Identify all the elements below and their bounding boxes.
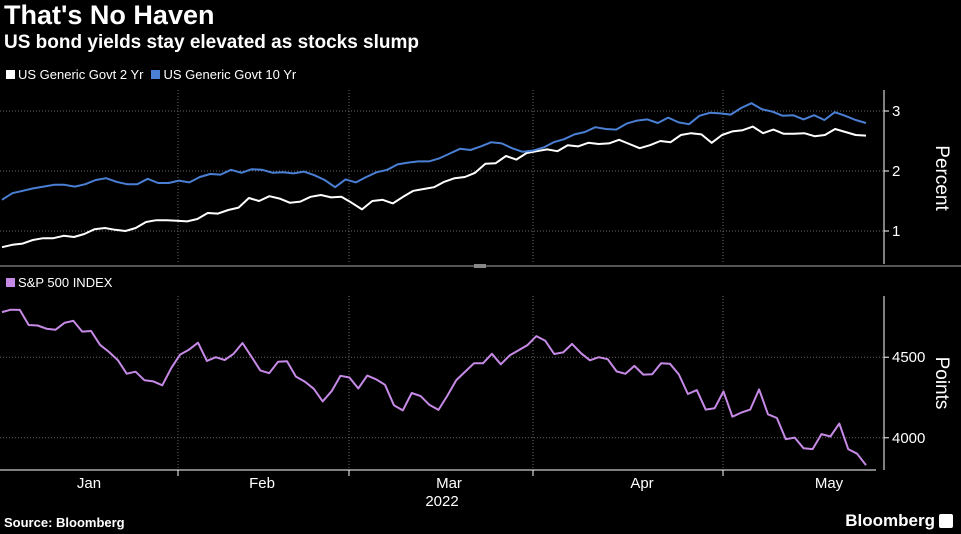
index-legend: S&P 500 INDEX bbox=[6, 275, 120, 290]
source-note: Source: Bloomberg bbox=[4, 515, 125, 530]
bloomberg-terminal-icon bbox=[939, 514, 953, 528]
legend-item-10yr: US Generic Govt 10 Yr bbox=[151, 67, 296, 82]
y-tick-label-sp500: 4500 bbox=[892, 349, 925, 366]
x-tick-label: Feb bbox=[249, 475, 275, 492]
x-tick-label: Mar bbox=[436, 475, 462, 492]
y-axis-title-top: Percent bbox=[931, 145, 952, 211]
legend-label-10yr: US Generic Govt 10 Yr bbox=[163, 67, 297, 82]
x-tick-label: Jan bbox=[77, 475, 101, 492]
y-tick-label-yields: 1 bbox=[892, 223, 900, 240]
y-axis-title-bottom: Points bbox=[931, 357, 952, 410]
y-tick-label-yields: 3 bbox=[892, 103, 900, 120]
legend-label-2yr: US Generic Govt 2 Yr bbox=[18, 67, 144, 82]
legend-swatch-10yr bbox=[151, 70, 161, 79]
yields-legend: US Generic Govt 2 Yr US Generic Govt 10 … bbox=[6, 67, 304, 82]
legend-item-sp500: S&P 500 INDEX bbox=[6, 275, 112, 290]
x-tick-label: Apr bbox=[630, 475, 653, 492]
chart-title: That's No Haven bbox=[4, 0, 215, 30]
bloomberg-logo: Bloomberg bbox=[845, 511, 953, 531]
panel-divider-handle bbox=[474, 264, 486, 268]
x-year-label: 2022 bbox=[425, 493, 458, 510]
series-line-us-generic-govt-10-yr bbox=[1, 102, 867, 201]
brand-name: Bloomberg bbox=[845, 511, 935, 530]
chart-subtitle: US bond yields stay elevated as stocks s… bbox=[4, 32, 419, 53]
series-line-s-p-500-index bbox=[1, 308, 867, 466]
y-tick-label-yields: 2 bbox=[892, 163, 900, 180]
legend-swatch-sp500 bbox=[6, 278, 15, 287]
legend-label-sp500: S&P 500 INDEX bbox=[18, 275, 113, 290]
legend-item-2yr: US Generic Govt 2 Yr bbox=[6, 67, 143, 82]
y-tick-label-sp500: 4000 bbox=[892, 430, 925, 447]
series-line-us-generic-govt-2-yr bbox=[1, 125, 867, 249]
x-tick-label: May bbox=[815, 475, 844, 492]
legend-swatch-2yr bbox=[6, 70, 15, 79]
